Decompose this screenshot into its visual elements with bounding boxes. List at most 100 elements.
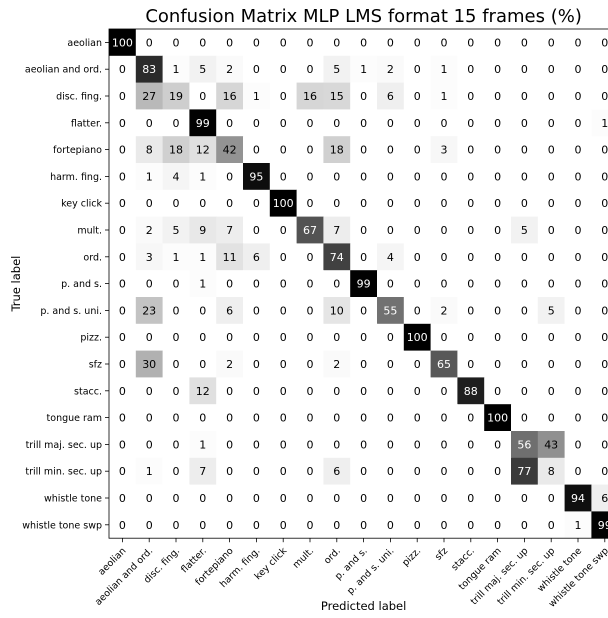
cell-value-label: 83 bbox=[142, 63, 156, 76]
cell-value-label: 0 bbox=[119, 358, 126, 371]
heatmap-cell bbox=[377, 350, 405, 378]
cell-value-label: 0 bbox=[387, 519, 394, 532]
heatmap-cell bbox=[430, 431, 458, 459]
cell-value-label: 0 bbox=[146, 385, 153, 398]
cell-value-label: 0 bbox=[494, 63, 501, 76]
cell-value-label: 0 bbox=[307, 519, 314, 532]
heatmap-cell bbox=[537, 163, 565, 191]
cell-value-label: 1 bbox=[441, 63, 448, 76]
heatmap-cell bbox=[323, 323, 351, 351]
heatmap-cell bbox=[216, 189, 244, 217]
cell-value-label: 0 bbox=[307, 438, 314, 451]
heatmap-cell bbox=[162, 109, 190, 137]
heatmap-cell bbox=[216, 216, 244, 244]
heatmap-cell bbox=[537, 189, 565, 217]
cell-value-label: 2 bbox=[441, 304, 448, 317]
heatmap-cell bbox=[537, 136, 565, 164]
y-tick-label: mult. bbox=[77, 226, 102, 237]
heatmap-cell bbox=[511, 82, 539, 110]
heatmap-cell bbox=[484, 136, 512, 164]
cell-value-label: 0 bbox=[387, 492, 394, 505]
heatmap-cell bbox=[564, 189, 592, 217]
cell-value-label: 88 bbox=[464, 385, 478, 398]
heatmap-cell bbox=[216, 270, 244, 298]
heatmap-cell bbox=[162, 216, 190, 244]
cell-value-label: 0 bbox=[441, 170, 448, 183]
heatmap-cell bbox=[323, 243, 351, 271]
heatmap-cell bbox=[350, 484, 378, 512]
cell-value-label: 0 bbox=[467, 144, 474, 157]
heatmap-cell bbox=[216, 457, 244, 485]
cell-value-label: 56 bbox=[517, 438, 531, 451]
heatmap-cell bbox=[109, 243, 137, 271]
cell-value-label: 0 bbox=[441, 385, 448, 398]
heatmap-cell bbox=[135, 511, 163, 539]
heatmap-cell bbox=[216, 29, 244, 57]
cell-value-label: 3 bbox=[146, 251, 153, 264]
heatmap-cell bbox=[484, 350, 512, 378]
y-tick-label: whistle tone swp bbox=[22, 520, 102, 531]
cell-value-label: 0 bbox=[441, 519, 448, 532]
y-tick-label: aeolian bbox=[67, 38, 102, 49]
cell-value-label: 1 bbox=[199, 251, 206, 264]
cell-value-label: 0 bbox=[467, 358, 474, 371]
cell-value-label: 0 bbox=[441, 278, 448, 291]
heatmap-cell bbox=[430, 323, 458, 351]
heatmap-cell bbox=[296, 163, 324, 191]
cell-value-label: 5 bbox=[199, 63, 206, 76]
cell-value-label: 0 bbox=[199, 519, 206, 532]
cell-value-label: 11 bbox=[223, 251, 237, 264]
heatmap-cell bbox=[243, 29, 271, 57]
cell-value-label: 0 bbox=[575, 197, 582, 210]
heatmap-cell bbox=[457, 484, 485, 512]
cell-value-label: 0 bbox=[521, 385, 528, 398]
heatmap-cell bbox=[403, 511, 431, 539]
heatmap-cell bbox=[403, 189, 431, 217]
heatmap-cell bbox=[537, 297, 565, 325]
cell-value-label: 0 bbox=[307, 358, 314, 371]
cell-value-label: 100 bbox=[273, 197, 294, 210]
heatmap-cell bbox=[377, 82, 405, 110]
cell-value-label: 0 bbox=[307, 63, 314, 76]
heatmap-cell bbox=[162, 136, 190, 164]
cell-value-label: 43 bbox=[544, 438, 558, 451]
heatmap-cell bbox=[403, 136, 431, 164]
heatmap-cell bbox=[484, 431, 512, 459]
heatmap-cell bbox=[403, 109, 431, 137]
cell-value-label: 0 bbox=[548, 144, 555, 157]
cell-value-label: 0 bbox=[333, 385, 340, 398]
heatmap-cell bbox=[564, 163, 592, 191]
heatmap-cell bbox=[591, 189, 608, 217]
heatmap-cell bbox=[457, 82, 485, 110]
cell-value-label: 0 bbox=[199, 492, 206, 505]
heatmap-cell bbox=[323, 189, 351, 217]
cell-value-label: 0 bbox=[575, 438, 582, 451]
heatmap-cell bbox=[269, 243, 297, 271]
cell-value-label: 0 bbox=[333, 331, 340, 344]
cell-value-label: 0 bbox=[575, 117, 582, 130]
cell-value-label: 1 bbox=[173, 251, 180, 264]
heatmap-cell bbox=[484, 404, 512, 432]
cell-value-label: 0 bbox=[119, 144, 126, 157]
cell-value-label: 0 bbox=[360, 358, 367, 371]
cell-value-label: 0 bbox=[494, 90, 501, 103]
heatmap-cell bbox=[135, 431, 163, 459]
heatmap-cell bbox=[162, 270, 190, 298]
cell-value-label: 0 bbox=[575, 304, 582, 317]
heatmap-cell bbox=[323, 109, 351, 137]
heatmap-cell bbox=[430, 29, 458, 57]
heatmap-cell bbox=[243, 484, 271, 512]
cell-value-label: 0 bbox=[199, 197, 206, 210]
cell-value-label: 0 bbox=[360, 170, 367, 183]
heatmap-cell bbox=[269, 270, 297, 298]
cell-value-label: 0 bbox=[253, 304, 260, 317]
cell-value-label: 4 bbox=[173, 170, 180, 183]
heatmap-cell bbox=[216, 55, 244, 83]
cell-value-label: 0 bbox=[467, 36, 474, 49]
heatmap-cell bbox=[243, 377, 271, 405]
heatmap-cell bbox=[430, 243, 458, 271]
heatmap-cell bbox=[430, 216, 458, 244]
heatmap-cell bbox=[189, 511, 217, 539]
heatmap-cell bbox=[269, 350, 297, 378]
cell-value-label: 0 bbox=[280, 331, 287, 344]
